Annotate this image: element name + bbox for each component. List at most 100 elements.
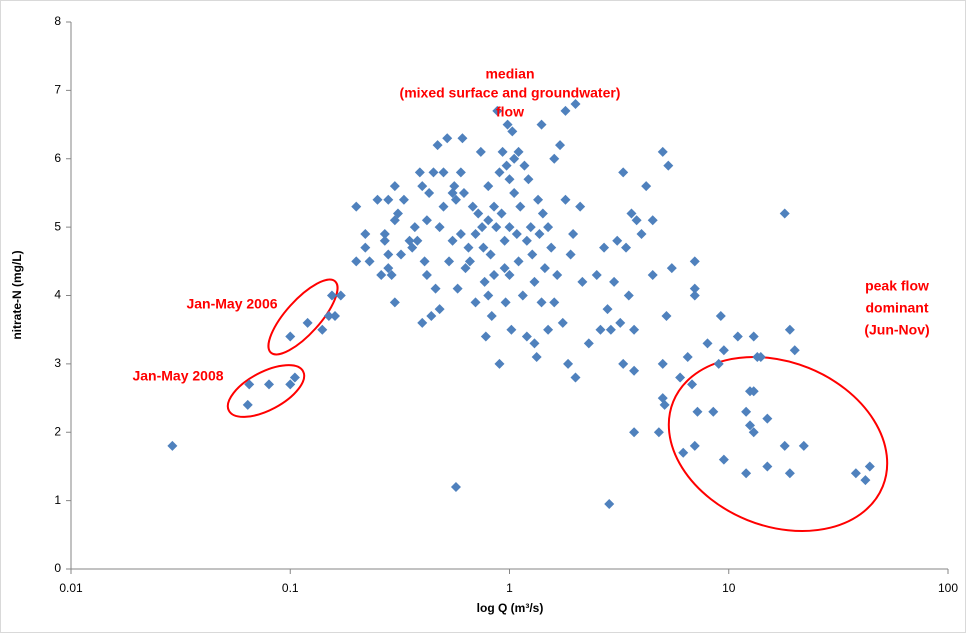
point — [689, 440, 700, 451]
point — [537, 208, 548, 219]
point — [455, 167, 466, 178]
point — [557, 317, 568, 328]
point — [534, 228, 545, 239]
point — [536, 119, 547, 130]
point — [702, 338, 713, 349]
point — [687, 379, 698, 390]
point — [521, 235, 532, 246]
point — [762, 461, 773, 472]
point — [663, 160, 674, 171]
y-tick-label: 1 — [54, 493, 61, 507]
point — [449, 181, 460, 192]
point — [689, 256, 700, 267]
point — [364, 256, 375, 267]
point — [563, 358, 574, 369]
point — [555, 140, 566, 151]
point — [552, 269, 563, 280]
point — [718, 454, 729, 465]
point — [575, 201, 586, 212]
point — [509, 153, 520, 164]
point — [452, 283, 463, 294]
point — [499, 235, 510, 246]
point — [501, 160, 512, 171]
point — [486, 311, 497, 322]
point — [463, 242, 474, 253]
point — [407, 242, 418, 253]
point — [475, 146, 486, 157]
point — [383, 263, 394, 274]
point — [539, 263, 550, 274]
point — [595, 324, 606, 335]
annotation: dominant — [866, 300, 929, 316]
highlight-ellipse — [226, 364, 306, 418]
point — [536, 297, 547, 308]
y-axis-label: nitrate-N (mg/L) — [10, 250, 24, 339]
point — [609, 276, 620, 287]
point — [504, 269, 515, 280]
point — [560, 105, 571, 116]
point — [762, 413, 773, 424]
point — [432, 140, 443, 151]
point — [409, 222, 420, 233]
point — [615, 317, 626, 328]
point — [647, 269, 658, 280]
point — [692, 406, 703, 417]
point — [708, 406, 719, 417]
point — [732, 331, 743, 342]
point — [647, 215, 658, 226]
point — [713, 358, 724, 369]
point — [741, 406, 752, 417]
point — [376, 269, 387, 280]
point — [483, 290, 494, 301]
x-tick-label: 0.01 — [59, 581, 83, 595]
annotation: flow — [496, 104, 524, 120]
point — [784, 324, 795, 335]
point — [360, 228, 371, 239]
y-tick-label: 3 — [54, 356, 61, 370]
point — [604, 499, 615, 510]
point — [529, 338, 540, 349]
point — [379, 228, 390, 239]
point — [591, 269, 602, 280]
point — [659, 399, 670, 410]
point — [477, 222, 488, 233]
point — [326, 290, 337, 301]
point — [430, 283, 441, 294]
point — [543, 324, 554, 335]
y-tick-label: 5 — [54, 219, 61, 233]
highlight-ellipse — [667, 355, 889, 533]
x-axis-label: log Q (m³/s) — [477, 601, 544, 615]
point — [621, 242, 632, 253]
point — [511, 228, 522, 239]
point — [442, 133, 453, 144]
point — [678, 447, 689, 458]
point — [455, 228, 466, 239]
point — [502, 119, 513, 130]
point — [583, 338, 594, 349]
point — [525, 222, 536, 233]
point — [784, 468, 795, 479]
point — [682, 352, 693, 363]
y-tick-label: 7 — [54, 83, 61, 97]
point — [631, 215, 642, 226]
annotation: Jan-May 2006 — [186, 296, 277, 312]
point — [421, 269, 432, 280]
point — [531, 352, 542, 363]
point — [464, 256, 475, 267]
annotation: median — [485, 66, 534, 82]
annotation: peak flow — [865, 278, 929, 294]
point — [744, 420, 755, 431]
point — [450, 194, 461, 205]
point — [577, 276, 588, 287]
point — [618, 358, 629, 369]
point — [242, 399, 253, 410]
point — [629, 324, 640, 335]
point — [605, 324, 616, 335]
point — [480, 331, 491, 342]
point — [748, 331, 759, 342]
point — [447, 235, 458, 246]
point — [419, 256, 430, 267]
point — [860, 475, 871, 486]
point — [467, 201, 478, 212]
